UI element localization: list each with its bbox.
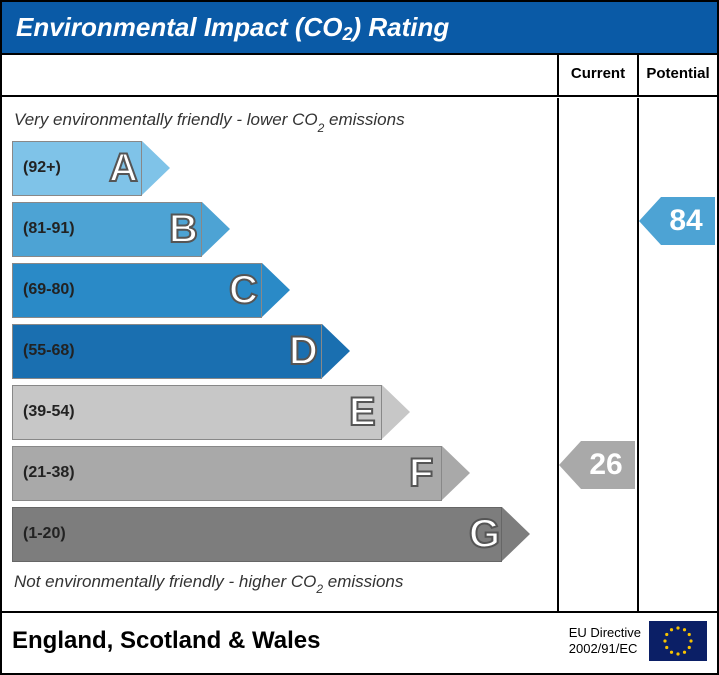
note-bottom-prefix: Not environmentally friendly - higher CO: [14, 572, 316, 591]
value-arrow-head: [639, 197, 661, 245]
chart-grid: Current Potential Very environmentally f…: [2, 55, 717, 611]
band-g: (1-20) G: [12, 507, 557, 562]
note-top-suffix: emissions: [324, 110, 404, 129]
band-range: (92+): [13, 159, 61, 177]
eu-line2: 2002/91/EC: [569, 641, 641, 657]
band-arrow-head: [442, 446, 470, 500]
band-letter: A: [109, 146, 138, 191]
note-bottom-suffix: emissions: [323, 572, 403, 591]
value-arrow-head: [559, 441, 581, 489]
band-b: (81-91) B: [12, 202, 557, 257]
eu-directive-text: EU Directive 2002/91/EC: [569, 625, 641, 656]
band-e: (39-54) E: [12, 385, 557, 440]
band-letter: B: [169, 207, 198, 252]
band-bar: (81-91) B: [12, 202, 202, 257]
main-header-spacer: [2, 55, 557, 97]
value-arrow-potential: 84: [661, 197, 715, 245]
band-bar: (55-68) D: [12, 324, 322, 379]
band-arrow-head: [202, 202, 230, 256]
bands-container: (92+) A (81-91) B (69-80) C (55-68) D (39-54) E (2…: [12, 141, 557, 562]
band-range: (69-80): [13, 281, 75, 299]
band-arrow-head: [502, 507, 530, 561]
band-range: (81-91): [13, 220, 75, 238]
band-letter: G: [469, 512, 500, 557]
band-arrow-head: [322, 324, 350, 378]
band-letter: E: [349, 390, 376, 435]
band-letter: D: [289, 329, 318, 374]
eu-flag-icon: [649, 621, 707, 661]
band-range: (1-20): [13, 525, 66, 543]
card-title: Environmental Impact (CO2) Rating: [2, 2, 717, 55]
band-arrow-head: [142, 141, 170, 195]
bands-area: Very environmentally friendly - lower CO…: [2, 98, 557, 611]
footer-eu: EU Directive 2002/91/EC: [569, 621, 707, 661]
note-top-sub: 2: [318, 121, 325, 135]
value-arrow-value: 26: [581, 441, 635, 489]
note-top-prefix: Very environmentally friendly - lower CO: [14, 110, 318, 129]
band-range: (55-68): [13, 342, 75, 360]
band-bar: (21-38) F: [12, 446, 442, 501]
band-letter: F: [409, 451, 433, 496]
band-bar: (69-80) C: [12, 263, 262, 318]
title-prefix: Environmental Impact (CO: [16, 12, 343, 42]
column-header-potential: Potential: [637, 55, 717, 97]
band-bar: (1-20) G: [12, 507, 502, 562]
footer: England, Scotland & Wales EU Directive 2…: [2, 611, 717, 669]
band-arrow-head: [262, 263, 290, 317]
value-arrow-current: 26: [581, 441, 635, 489]
note-bottom: Not environmentally friendly - higher CO…: [12, 568, 557, 602]
footer-country: England, Scotland & Wales: [12, 627, 320, 655]
band-c: (69-80) C: [12, 263, 557, 318]
column-potential: 84: [637, 98, 717, 611]
band-d: (55-68) D: [12, 324, 557, 379]
band-letter: C: [229, 268, 258, 313]
band-bar: (39-54) E: [12, 385, 382, 440]
band-bar: (92+) A: [12, 141, 142, 196]
band-arrow-head: [382, 385, 410, 439]
title-sub: 2: [343, 24, 353, 44]
band-range: (21-38): [13, 464, 75, 482]
column-current: 26: [557, 98, 637, 611]
band-f: (21-38) F: [12, 446, 557, 501]
eu-line1: EU Directive: [569, 625, 641, 641]
column-header-current: Current: [557, 55, 637, 97]
note-top: Very environmentally friendly - lower CO…: [12, 106, 557, 140]
band-a: (92+) A: [12, 141, 557, 196]
rating-card: Environmental Impact (CO2) Rating Curren…: [0, 0, 719, 675]
value-arrow-value: 84: [661, 197, 715, 245]
note-bottom-sub: 2: [316, 582, 323, 596]
title-suffix: ) Rating: [353, 12, 450, 42]
band-range: (39-54): [13, 403, 75, 421]
